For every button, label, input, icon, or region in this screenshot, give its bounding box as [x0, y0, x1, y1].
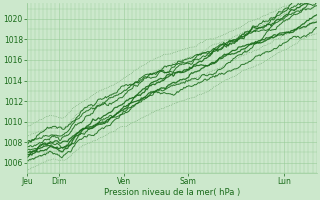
- X-axis label: Pression niveau de la mer( hPa ): Pression niveau de la mer( hPa ): [104, 188, 240, 197]
